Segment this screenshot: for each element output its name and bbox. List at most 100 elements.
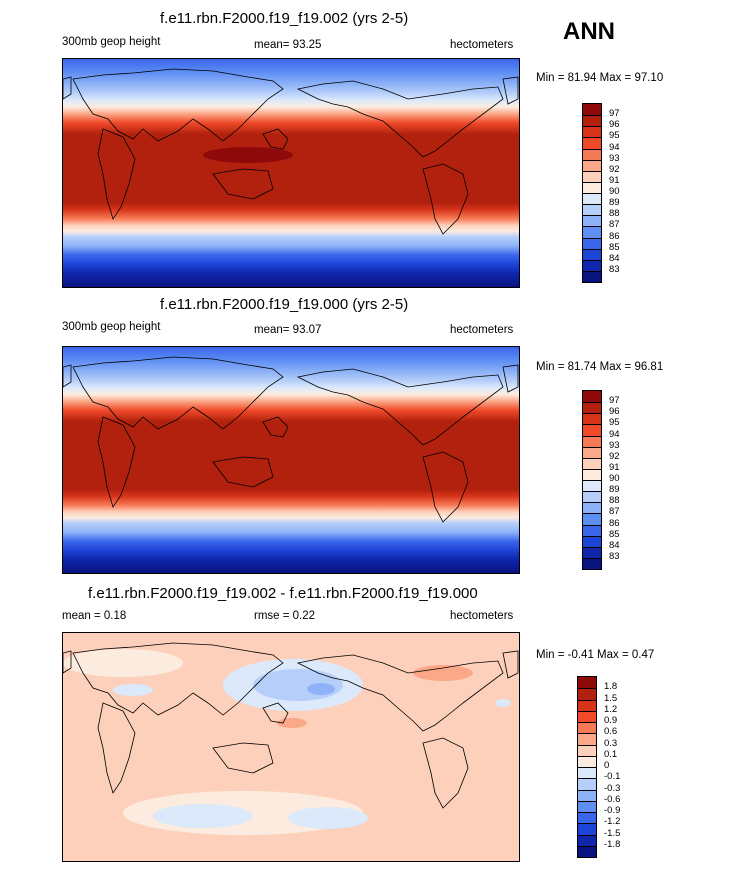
colorbar-swatch	[583, 104, 601, 116]
colorbar-swatch	[578, 699, 596, 711]
colorbar-swatch	[583, 226, 601, 238]
colorbar-swatch	[578, 722, 596, 734]
panel2-mean-label: mean= 93.07	[254, 324, 322, 336]
panel2-left-label: 300mb geop height	[62, 321, 161, 333]
colorbar-label: 93	[609, 152, 620, 164]
colorbar-swatch	[583, 193, 601, 205]
colorbar-label: 97	[609, 108, 620, 120]
colorbar-label: 91	[609, 174, 620, 186]
colorbar-swatch	[583, 424, 601, 436]
colorbar-swatch	[583, 170, 601, 182]
colorbar-label: 84	[609, 252, 620, 264]
colorbar-label: -0.6	[604, 793, 621, 805]
colorbar-label: 1.8	[604, 681, 618, 693]
panel2-units-label: hectometers	[450, 324, 514, 336]
colorbar-swatch	[578, 845, 596, 857]
colorbar-swatch	[578, 789, 596, 801]
colorbar-label: 86	[609, 230, 620, 242]
panel1-minmax: Min = 81.94 Max = 97.10	[536, 72, 664, 84]
colorbar-label: 85	[609, 528, 620, 540]
colorbar-label: -0.3	[604, 782, 621, 794]
colorbar-label: 94	[609, 428, 620, 440]
panel1-units-label: hectometers	[450, 39, 514, 51]
colorbar-swatch	[583, 248, 601, 260]
colorbar-label: 89	[609, 484, 620, 496]
panel1-mean-label: mean= 93.25	[254, 39, 322, 51]
colorbar-label: 88	[609, 208, 620, 220]
panel3-units-label: hectometers	[450, 610, 514, 622]
panel3-minmax: Min = -0.41 Max = 0.47	[536, 649, 655, 661]
colorbar-swatch	[583, 204, 601, 216]
colorbar-label: 90	[609, 186, 620, 197]
panel1-max-blob	[203, 147, 293, 163]
season-label: ANN	[563, 18, 615, 45]
colorbar-swatch	[583, 535, 601, 547]
colorbar-label: -0.1	[604, 771, 621, 783]
colorbar-swatch	[583, 557, 601, 569]
panel2-colorbar	[582, 390, 602, 570]
colorbar-swatch	[583, 502, 601, 514]
colorbar-label: 90	[609, 473, 620, 484]
colorbar-label: 84	[609, 539, 620, 551]
colorbar-swatch	[578, 767, 596, 779]
colorbar-label: 0.3	[604, 737, 618, 749]
colorbar-swatch	[583, 468, 601, 480]
colorbar-label: 87	[609, 506, 620, 518]
colorbar-label: 97	[609, 395, 620, 407]
panel3-coastlines	[63, 642, 519, 809]
colorbar-label: 92	[609, 450, 620, 462]
colorbar-label: 92	[609, 163, 620, 175]
colorbar-swatch	[578, 677, 596, 689]
colorbar-swatch	[583, 237, 601, 249]
colorbar-swatch	[583, 259, 601, 271]
colorbar-label: 1.2	[604, 703, 618, 715]
colorbar-swatch	[583, 546, 601, 558]
colorbar-label: 96	[609, 406, 620, 418]
colorbar-label: 87	[609, 219, 620, 231]
panel3-map	[62, 632, 520, 862]
panel2-coastlines	[63, 356, 519, 523]
colorbar-swatch	[583, 513, 601, 525]
colorbar-swatch	[578, 688, 596, 700]
colorbar-swatch	[578, 834, 596, 846]
panel1-title: f.e11.rbn.F2000.f19_f19.002 (yrs 2-5)	[160, 10, 409, 27]
colorbar-label: -1.8	[604, 838, 621, 850]
colorbar-swatch	[578, 710, 596, 722]
colorbar-label: 0	[604, 760, 610, 771]
colorbar-label: -0.9	[604, 805, 621, 816]
panel2-map	[62, 346, 520, 574]
colorbar-label: 88	[609, 495, 620, 507]
colorbar-swatch	[583, 148, 601, 160]
colorbar-label: 95	[609, 130, 620, 142]
colorbar-swatch	[583, 159, 601, 171]
colorbar-swatch	[583, 435, 601, 447]
colorbar-label: -1.5	[604, 827, 621, 839]
colorbar-label: -1.2	[604, 816, 621, 828]
colorbar-swatch	[583, 413, 601, 425]
colorbar-swatch	[583, 402, 601, 414]
colorbar-swatch	[583, 270, 601, 282]
colorbar-label: 1.5	[604, 692, 618, 704]
colorbar-label: 0.1	[604, 748, 618, 760]
panel3-rmse-label: rmse = 0.22	[254, 610, 316, 622]
colorbar-label: 91	[609, 461, 620, 473]
colorbar-label: 94	[609, 141, 620, 153]
colorbar-label: 86	[609, 517, 620, 529]
colorbar-swatch	[583, 524, 601, 536]
colorbar-label: 96	[609, 119, 620, 131]
panel1-colorbar	[582, 103, 602, 283]
colorbar-swatch	[583, 181, 601, 193]
colorbar-label: 83	[609, 263, 620, 275]
colorbar-swatch	[578, 823, 596, 835]
colorbar-swatch	[583, 215, 601, 227]
panel2-title: f.e11.rbn.F2000.f19_f19.000 (yrs 2-5)	[160, 296, 409, 313]
colorbar-label: 0.6	[604, 726, 618, 738]
colorbar-label: 89	[609, 197, 620, 209]
colorbar-swatch	[583, 491, 601, 503]
colorbar-swatch	[583, 137, 601, 149]
colorbar-label: 93	[609, 439, 620, 451]
panel3-title: f.e11.rbn.F2000.f19_f19.002 - f.e11.rbn.…	[88, 585, 478, 602]
colorbar-swatch	[578, 733, 596, 745]
colorbar-swatch	[578, 800, 596, 812]
colorbar-swatch	[578, 812, 596, 824]
